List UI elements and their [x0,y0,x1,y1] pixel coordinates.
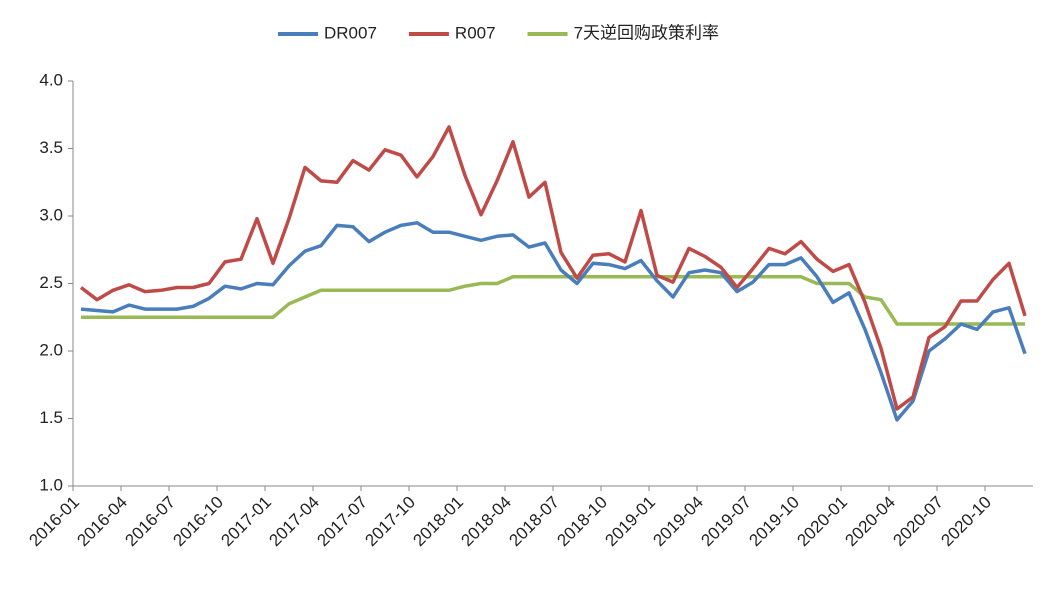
x-tick-label: 2020-04 [841,493,899,551]
x-tick-label: 2019-07 [697,493,755,551]
y-tick-label: 2.0 [39,340,63,359]
x-tick-label: 2018-10 [553,493,611,551]
x-tick-label: 2019-04 [649,493,707,551]
y-tick-label: 1.0 [39,475,63,494]
x-tick-label: 2018-07 [505,493,563,551]
x-tick-label: 2016-04 [73,493,131,551]
x-tick-label: 2017-04 [265,493,323,551]
x-tick-label: 2018-01 [409,493,467,551]
x-tick-label: 2017-07 [313,493,371,551]
y-tick-label: 3.5 [39,138,63,157]
x-tick-label: 2016-01 [25,493,83,551]
y-tick-label: 4.0 [39,70,63,89]
x-tick-label: 2019-10 [745,493,803,551]
x-tick-label: 2020-01 [793,493,851,551]
series-line [79,125,1027,411]
y-tick-label: 1.5 [39,408,63,427]
x-tick-label: 2017-01 [217,493,275,551]
series-line [81,275,1025,326]
y-tick-label: 2.5 [39,273,63,292]
x-tick-label: 2020-07 [889,493,947,551]
series-line [80,221,1027,422]
x-tick-label: 2018-04 [457,493,515,551]
x-tick-label: 2017-10 [361,493,419,551]
legend-label: DR007 [324,23,377,42]
x-tick-label: 2019-01 [601,493,659,551]
x-tick-label: 2016-07 [121,493,179,551]
legend-label: R007 [455,23,496,42]
legend-label: 7天逆回购政策利率 [574,23,719,42]
y-tick-label: 3.0 [39,205,63,224]
x-tick-label: 2020-10 [937,493,995,551]
x-tick-label: 2016-10 [169,493,227,551]
